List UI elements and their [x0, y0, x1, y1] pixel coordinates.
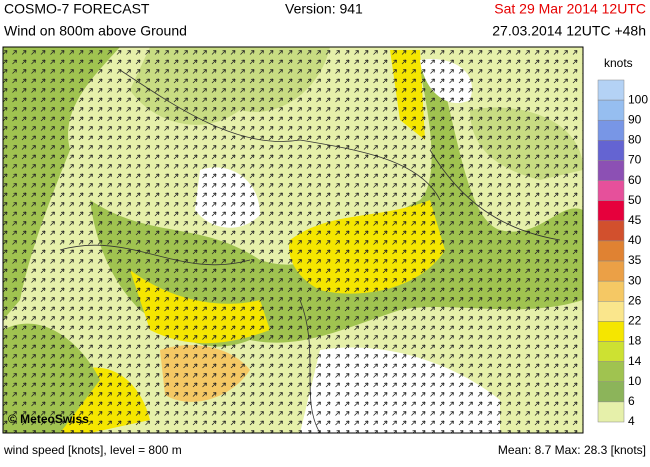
legend-label: 35: [628, 253, 642, 267]
map-frame: [2, 46, 584, 434]
legend-label: 60: [628, 173, 642, 187]
legend-label: 50: [628, 193, 642, 207]
legend-swatch: [597, 160, 625, 181]
legend: 100 90 80 70 60 50 45 40 35 30 26 22 18 14 10 6 4: [597, 79, 648, 428]
legend-label: 18: [628, 334, 642, 348]
legend-swatch: [597, 260, 625, 282]
run-time: 27.03.2014 12UTC +48h: [492, 23, 646, 39]
legend-label: 70: [628, 153, 642, 167]
legend-swatch: [597, 99, 625, 121]
valid-time: Sat 29 Mar 2014 12UTC: [494, 1, 646, 17]
legend-swatch: [597, 381, 625, 403]
footer-right: Mean: 8.7 Max: 28.3 [knots]: [498, 443, 646, 457]
legend-swatch: [597, 180, 625, 201]
legend-swatch: [597, 361, 625, 383]
legend-label: 100: [628, 92, 648, 106]
title: COSMO-7 FORECAST: [4, 1, 150, 17]
legend-swatch: [597, 240, 625, 262]
legend-swatch: [597, 341, 625, 362]
copyright: © MeteoSwiss: [8, 412, 89, 426]
legend-label: 26: [628, 293, 642, 307]
legend-swatch: [597, 401, 625, 423]
legend-swatch: [597, 200, 625, 222]
version: Version: 941: [285, 1, 363, 17]
legend-swatch: [597, 321, 625, 342]
legend-swatch: [597, 79, 625, 101]
legend-label: 45: [628, 213, 642, 227]
legend-label: 4: [628, 414, 635, 428]
legend-label: 90: [628, 112, 642, 126]
legend-swatch: [597, 280, 625, 302]
footer-left: wind speed [knots], level = 800 m: [3, 443, 182, 457]
legend-label: 6: [628, 394, 635, 408]
legend-swatch: [597, 301, 625, 322]
legend-label: 80: [628, 133, 642, 147]
legend-label: 40: [628, 233, 642, 247]
legend-swatch: [597, 119, 625, 141]
legend-label: 10: [628, 374, 642, 388]
legend-swatch: [597, 220, 625, 242]
subtitle: Wind on 800m above Ground: [4, 23, 187, 39]
legend-label: 30: [628, 273, 642, 287]
legend-swatch: [597, 140, 625, 161]
map: [3, 47, 583, 433]
legend-title: knots: [604, 56, 633, 70]
legend-label: 14: [628, 354, 642, 368]
legend-label: 22: [628, 314, 642, 328]
